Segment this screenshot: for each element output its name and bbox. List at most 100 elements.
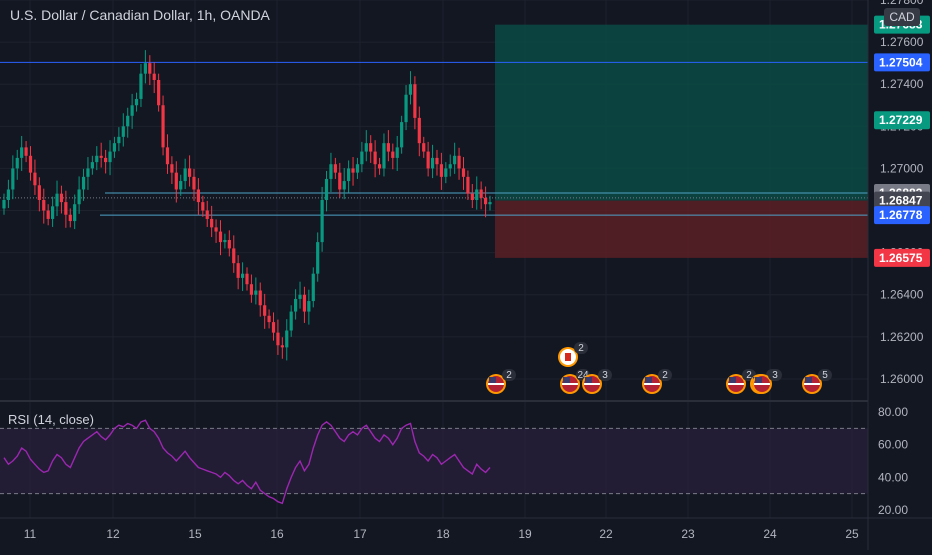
flag-stripe: [584, 383, 600, 385]
candle-body: [42, 200, 46, 211]
price-label-text: 1.26778: [879, 208, 923, 222]
flag-canton: [755, 377, 762, 383]
candle-body: [316, 242, 320, 274]
price-label-text: 1.27229: [879, 113, 923, 127]
candle-body: [320, 200, 324, 243]
candle-body: [342, 181, 346, 190]
event-count: 2: [506, 370, 512, 381]
candle-body: [404, 94, 408, 123]
candle-body: [263, 305, 267, 316]
candle-body: [2, 200, 6, 209]
candle-body: [99, 155, 103, 158]
candle-body: [170, 164, 174, 173]
candle-body: [280, 345, 284, 348]
flag-canton: [729, 377, 736, 383]
event-count: 3: [772, 370, 778, 381]
candle-body: [355, 164, 360, 173]
rsi-tick: 20.00: [878, 503, 908, 517]
candle-body: [457, 155, 461, 169]
event-count-badge: [574, 342, 588, 354]
candle-body: [192, 176, 196, 190]
rsi-band: [0, 428, 868, 494]
candle-body: [117, 136, 121, 144]
candle-body: [161, 105, 165, 148]
candle-body: [245, 273, 249, 285]
candle-body: [351, 168, 355, 173]
candle-body: [104, 157, 108, 163]
candle-body: [329, 164, 333, 179]
flag-stripe: [804, 383, 820, 385]
us-flag-icon[interactable]: 3: [582, 369, 612, 394]
event-count: 2: [662, 370, 668, 381]
price-tick: 1.26200: [880, 330, 924, 344]
candle-body: [461, 168, 466, 177]
candle-body: [139, 73, 143, 99]
candle-body: [148, 63, 152, 74]
candle-body: [258, 290, 262, 306]
candle-body: [77, 189, 81, 205]
candle-body: [33, 172, 37, 186]
candle-body: [285, 330, 289, 348]
rsi-line: [3, 419, 491, 505]
price-label: [874, 248, 930, 267]
candle-body: [73, 204, 77, 222]
candle-body: [174, 172, 178, 190]
candle-body: [417, 117, 421, 144]
time-label: 22: [599, 527, 613, 541]
candle-body: [338, 172, 342, 190]
candle-body: [249, 284, 254, 295]
candle-body: [46, 210, 50, 219]
event-count: 2: [578, 343, 584, 354]
candle-body: [426, 151, 430, 169]
time-label: 16: [270, 527, 284, 541]
candle-body: [214, 227, 218, 232]
us-flag-icon[interactable]: 3: [752, 369, 782, 394]
candle-body: [311, 273, 315, 302]
candle-body: [444, 168, 448, 177]
rsi-tick: 80.00: [878, 405, 908, 419]
candle-body: [218, 231, 223, 243]
event-count-badge: [818, 369, 832, 381]
us-flag-icon[interactable]: 2: [726, 369, 756, 394]
candle-body: [453, 155, 457, 165]
canada-flag-icon[interactable]: 2: [558, 342, 588, 367]
candle-body: [439, 164, 443, 177]
price-tick: 1.27400: [880, 77, 924, 91]
us-flag-icon[interactable]: 5: [802, 369, 832, 394]
candle-body: [254, 290, 258, 295]
candle-body: [134, 98, 139, 106]
candle-body: [400, 122, 404, 148]
flag-stripe: [728, 383, 744, 385]
candle-body: [302, 294, 307, 312]
candle-body: [448, 164, 452, 169]
candle-body: [360, 151, 364, 165]
rsi-tick: 40.00: [878, 470, 908, 484]
candle-body: [466, 176, 470, 194]
candle-body: [377, 164, 382, 169]
candle-body: [271, 322, 276, 333]
us-flag-icon[interactable]: 2: [642, 369, 672, 394]
candle-body: [430, 157, 435, 169]
price-label: [874, 206, 930, 225]
candle-body: [333, 164, 337, 173]
candle-body: [165, 147, 170, 165]
rsi-tick: 60.00: [878, 438, 908, 452]
candle-body: [289, 311, 293, 331]
candle-body: [179, 181, 183, 190]
time-label: 11: [24, 527, 37, 541]
us-flag-icon[interactable]: 2: [486, 369, 516, 394]
candle-body: [382, 143, 386, 169]
candle-body: [6, 189, 11, 200]
time-label: 24: [763, 527, 777, 541]
candle-body: [236, 263, 240, 278]
candle-body: [205, 210, 209, 219]
us-flag-icon[interactable]: 24: [560, 369, 590, 394]
candle-body: [232, 248, 236, 264]
event-count: 3: [602, 370, 608, 381]
price-label-text: 1.26575: [879, 251, 923, 265]
candle-body: [210, 218, 214, 228]
currency-badge[interactable]: CAD: [884, 8, 920, 26]
candle-body: [81, 176, 86, 190]
